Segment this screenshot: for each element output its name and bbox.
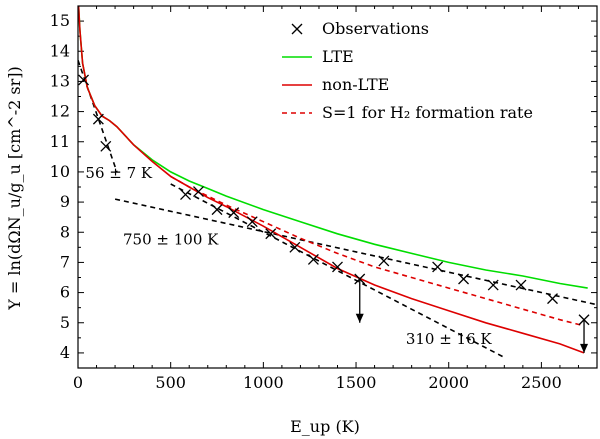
- legend-label: non-LTE: [322, 75, 389, 94]
- y-axis-label: Y = ln(dΩN_u/g_u [cm^-2 sr]): [5, 66, 24, 310]
- s1-formation-line: [170, 175, 585, 327]
- observation-stroke-b: [547, 293, 558, 305]
- observation-stroke-b: [92, 113, 104, 125]
- x-tick-label: 1500: [336, 373, 377, 392]
- observation-stroke-b: [100, 140, 112, 152]
- y-tick-label: 4: [60, 343, 70, 362]
- fit-annotation-1: 750 ± 100 K: [123, 230, 219, 248]
- y-tick-label: 15: [50, 11, 70, 30]
- y-tick-label: 5: [60, 313, 70, 332]
- observation-point: [193, 186, 204, 197]
- observation-stroke-b: [332, 261, 343, 273]
- observation-point: [487, 279, 499, 291]
- observation-point: [307, 253, 319, 265]
- y-tick-label: 12: [50, 102, 70, 121]
- x-tick-label: 1000: [243, 373, 284, 392]
- observation-point: [92, 113, 104, 125]
- y-tick-label: 11: [50, 132, 70, 151]
- plot-layer: 0 500 1000 1500 2000 2500 4 5 6 7 8 9 10 11 12 13 14 15 56…: [50, 5, 598, 392]
- observation-point: [246, 216, 258, 228]
- y-tick-label: 7: [60, 252, 70, 271]
- observation-point: [78, 74, 90, 86]
- y-tick-label: 8: [60, 222, 70, 241]
- legend-label: Observations: [322, 19, 429, 38]
- x-tick-label: 0: [73, 373, 83, 392]
- y-tick-label: 14: [50, 41, 70, 60]
- observation-point: [332, 261, 343, 273]
- x-tick-label: 2000: [428, 373, 469, 392]
- observation-point: [432, 261, 444, 273]
- fit-annotation-2: 310 ± 16 K: [406, 330, 493, 348]
- x-axis-label: E_up (K): [290, 417, 360, 436]
- observation-stroke-b: [228, 207, 240, 219]
- observation-point: [515, 279, 527, 291]
- x-tick-label: 500: [155, 373, 186, 392]
- observation-point: [378, 255, 390, 267]
- observation-stroke-b: [180, 189, 191, 201]
- observation-point: [180, 189, 191, 201]
- observation-stroke-b: [432, 261, 444, 273]
- legend: Observations LTE non-LTE S=1 for H₂ formati…: [282, 19, 533, 122]
- observation-point: [228, 207, 240, 219]
- y-tick-label: 13: [50, 71, 70, 90]
- upper-limit-arrow-head: [580, 343, 589, 353]
- observation-point: [265, 228, 277, 240]
- observation-point: [289, 241, 301, 253]
- observation-stroke-b: [289, 241, 301, 253]
- y-tick-label: 6: [60, 283, 70, 302]
- observation-point: [547, 293, 558, 305]
- observation-stroke-b: [78, 74, 90, 86]
- legend-label: S=1 for H₂ formation rate: [322, 103, 533, 122]
- plot-frame: [77, 5, 598, 369]
- fit-line-1: [114, 198, 597, 306]
- y-tick-label: 9: [60, 192, 70, 211]
- observation-stroke-b: [487, 279, 499, 291]
- legend-marker-observations: [291, 23, 303, 35]
- observation-stroke-b: [378, 255, 390, 267]
- observation-stroke-b: [265, 228, 277, 240]
- observation-stroke-b: [193, 186, 204, 197]
- observation-stroke-b: [515, 279, 527, 291]
- fit-annotation-0: 56 ± 7 K: [85, 164, 153, 182]
- x-tick-label: 2500: [521, 373, 562, 392]
- y-tick-label: 10: [50, 162, 70, 181]
- observation-stroke-b: [458, 273, 470, 285]
- observation-point: [211, 204, 223, 216]
- observation-stroke-b: [211, 204, 223, 216]
- observation-stroke-b: [307, 253, 319, 265]
- legend-label: LTE: [322, 47, 354, 66]
- observation-point: [458, 273, 470, 285]
- upper-limit-arrow-head: [355, 313, 364, 323]
- observation-point: [100, 140, 112, 152]
- fit-line-0: [78, 60, 118, 173]
- observation-stroke-b: [246, 216, 258, 228]
- plot-area: [78, 6, 597, 359]
